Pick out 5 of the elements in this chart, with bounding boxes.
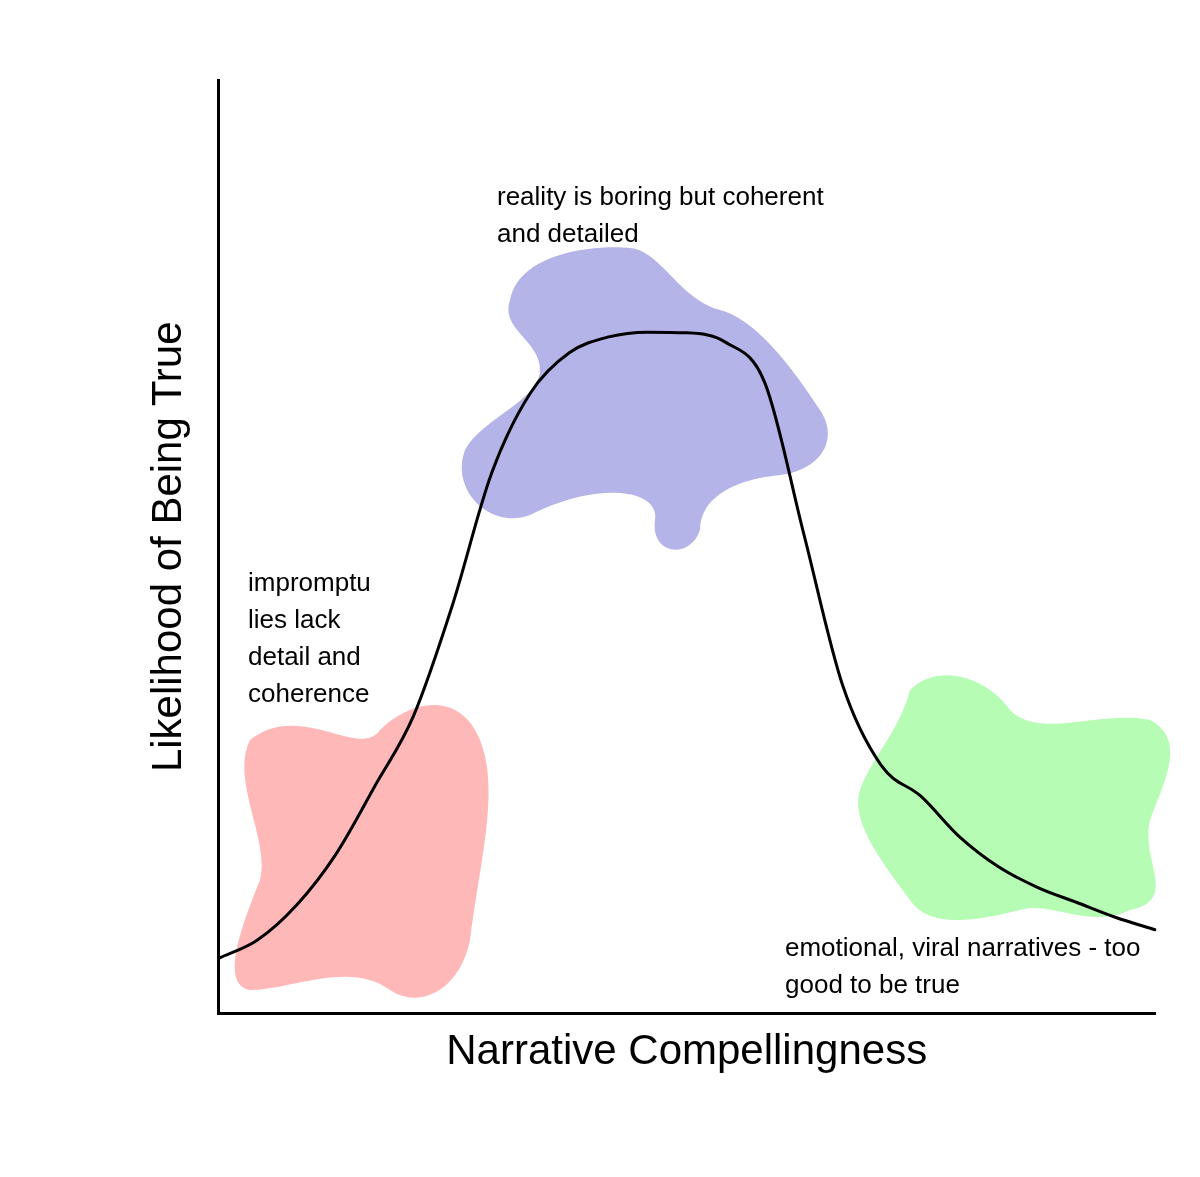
x-axis-title: Narrative Compellingness <box>446 1026 928 1074</box>
text: reality is boring but coherent and detailed <box>497 181 825 248</box>
y-axis-title: Likelihood of Being True <box>142 321 190 773</box>
annotation: emotional, viral narratives - too good to be true <box>785 932 1141 999</box>
annotation: impromptu lies lack detail and coherence <box>248 567 371 708</box>
